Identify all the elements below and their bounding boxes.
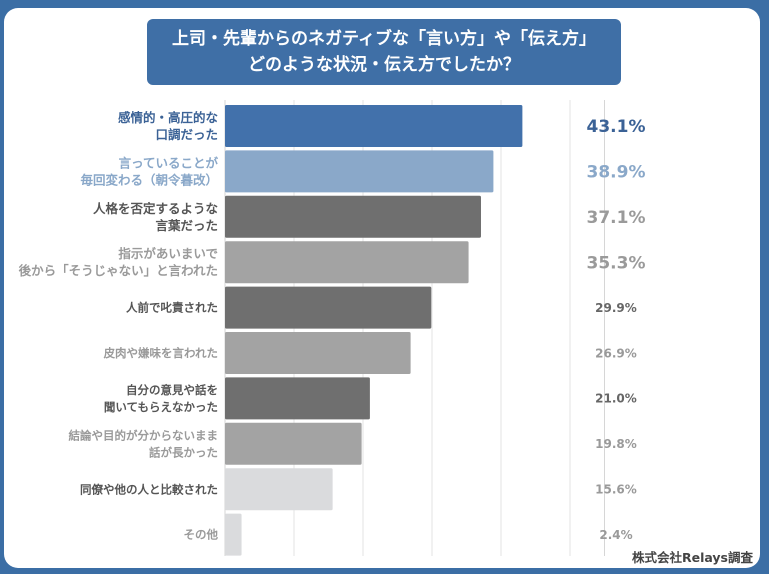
category-label: 言っていることが xyxy=(119,155,219,170)
chart-title-line1: 上司・先輩からのネガティブな「言い方」や「伝え方」 xyxy=(172,29,596,49)
value-label: 43.1% xyxy=(587,117,646,137)
category-label: 指示があいまいで xyxy=(118,246,218,261)
chart-title-line2: どのような状況・伝え方でしたか？ xyxy=(248,55,520,75)
value-label: 26.9% xyxy=(595,346,637,360)
category-label: 毎回変わる（朝令暮改） xyxy=(80,172,218,187)
value-label: 2.4% xyxy=(599,528,632,542)
value-label: 35.3% xyxy=(587,253,646,273)
category-label: 口調だった xyxy=(155,127,218,142)
category-label: 皮肉や嫌味を言われた xyxy=(103,346,218,360)
bar xyxy=(225,241,469,284)
bar xyxy=(225,195,481,238)
value-label: 37.1% xyxy=(587,208,646,228)
source-credit: 株式会社Relays調査 xyxy=(631,550,753,565)
value-label: 15.6% xyxy=(595,483,637,497)
category-label: 言葉だった xyxy=(155,218,218,233)
bar xyxy=(225,105,523,147)
category-label: 人前で叱責された xyxy=(126,301,218,315)
bar xyxy=(225,332,411,374)
value-label: 21.0% xyxy=(595,392,637,406)
category-label: 感情的・高圧的な xyxy=(118,110,218,125)
value-label: 29.9% xyxy=(595,301,637,315)
bar xyxy=(225,150,494,193)
bar xyxy=(225,468,333,511)
value-label: 19.8% xyxy=(595,437,637,451)
category-label: 人格を否定するような xyxy=(93,201,218,216)
bar xyxy=(225,513,242,556)
category-label: 自分の意見や話を xyxy=(126,383,218,397)
category-label: 聞いてもらえなかった xyxy=(104,400,218,414)
bar xyxy=(225,286,432,329)
category-label: 同僚や他の人と比較された xyxy=(80,482,218,496)
bar xyxy=(225,422,362,465)
chart-title: 上司・先輩からのネガティブな「言い方」や「伝え方」 どのような状況・伝え方でした… xyxy=(147,19,621,85)
category-label: 後から「そうじゃない」と言われた xyxy=(19,263,218,278)
bar xyxy=(225,377,370,420)
category-label: 話が長かった xyxy=(149,445,218,459)
value-label: 38.9% xyxy=(587,163,646,183)
category-label: その他 xyxy=(184,528,219,542)
category-label: 結論や目的が分からないまま xyxy=(69,428,219,442)
